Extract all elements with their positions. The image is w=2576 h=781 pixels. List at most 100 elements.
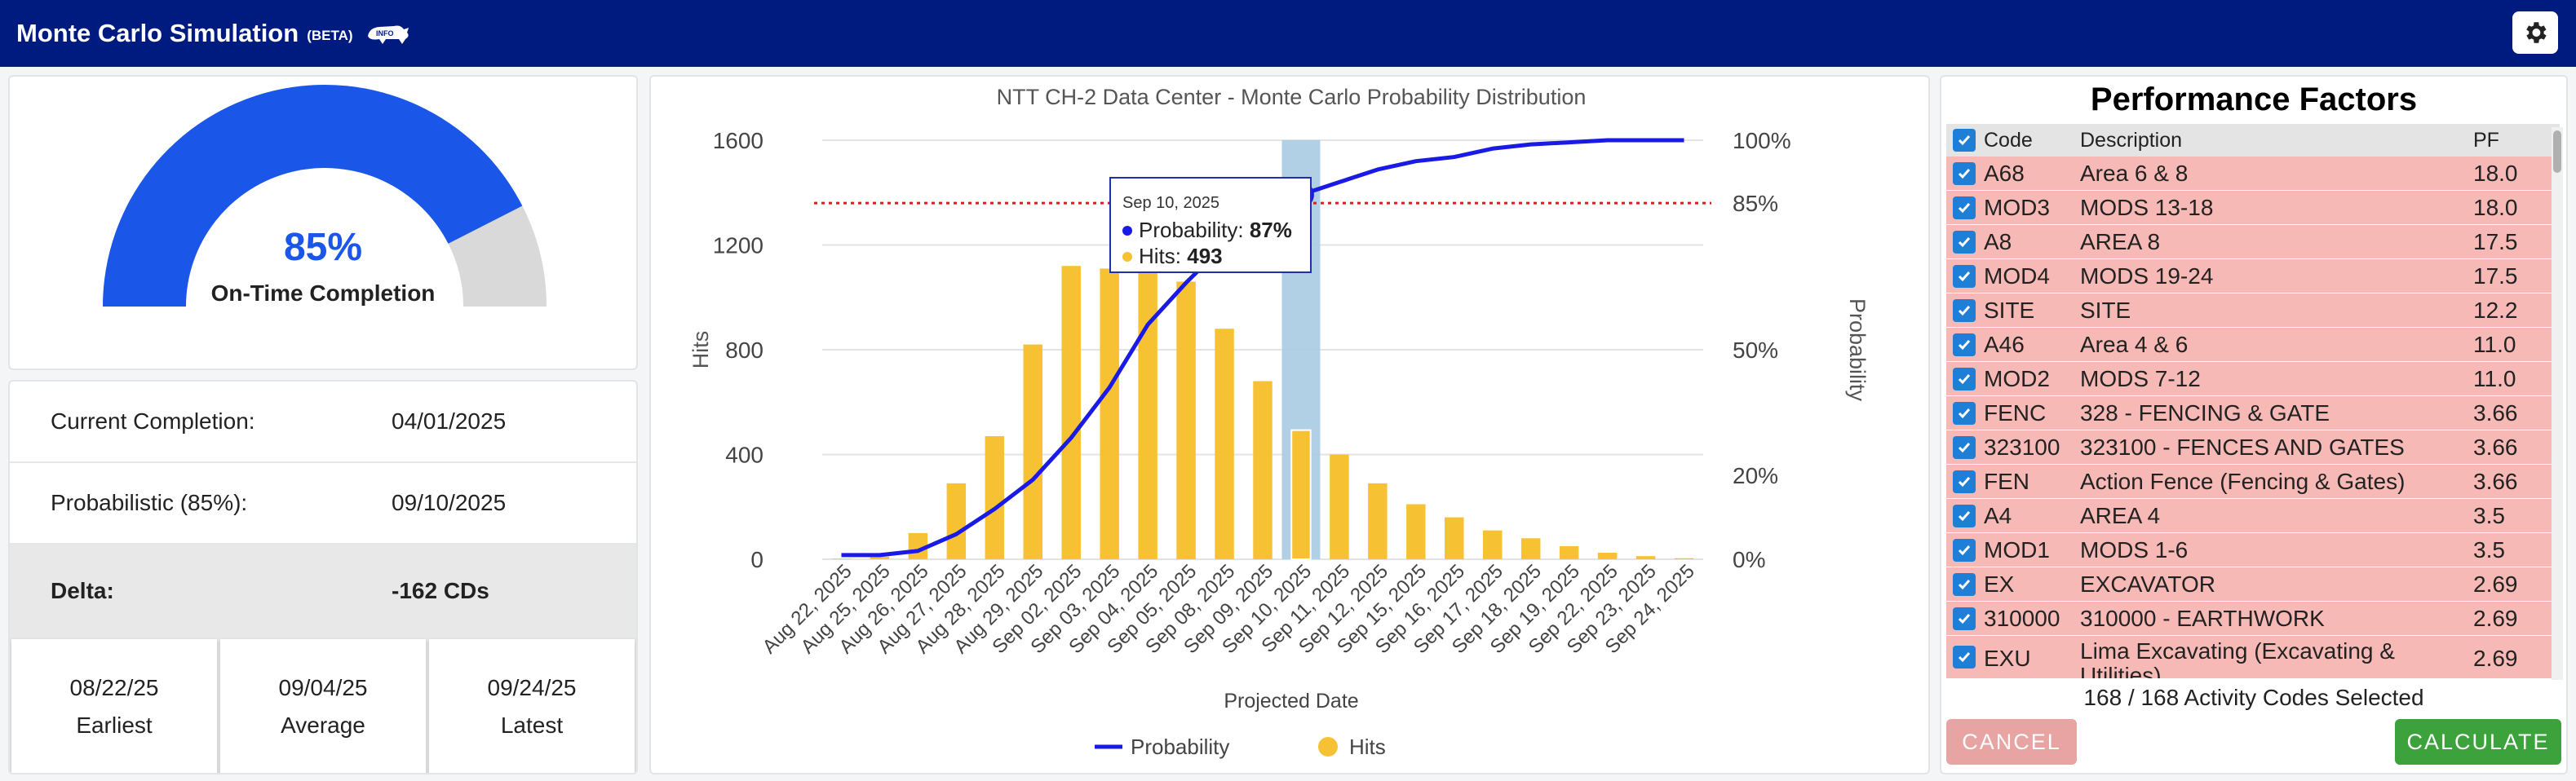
hits-bar[interactable] xyxy=(1406,504,1426,559)
table-row[interactable]: FEN Action Fence (Fencing & Gates) 3.66 xyxy=(1946,465,2560,499)
row-code: MOD3 xyxy=(1984,194,2050,220)
hits-bar[interactable] xyxy=(1330,454,1349,560)
row-code: MOD4 xyxy=(1984,263,2050,289)
hits-bar[interactable] xyxy=(1445,517,1464,559)
performance-factors-panel: Performance Factors Code Description PF … xyxy=(1940,75,2568,774)
row-description: MODS 19-24 xyxy=(2080,263,2214,289)
row-code: MOD1 xyxy=(1984,536,2050,563)
row-checkbox[interactable] xyxy=(1953,401,1976,425)
tooltip-hits: Hits: 493 xyxy=(1139,244,1223,268)
hits-bar[interactable] xyxy=(831,558,852,559)
hits-bar[interactable] xyxy=(1635,556,1656,559)
legend-probability-label[interactable]: Probability xyxy=(1131,735,1229,759)
hits-bar[interactable] xyxy=(1176,281,1196,559)
row-pf: 11.0 xyxy=(2473,365,2516,391)
table-row[interactable]: MOD4 MODS 19-24 17.5 xyxy=(1946,259,2560,293)
tooltip-hits-dot xyxy=(1122,252,1132,262)
description-header[interactable]: Description xyxy=(2080,128,2183,152)
hits-bar[interactable] xyxy=(1674,558,1694,559)
table-header: Code Description PF xyxy=(1946,124,2560,157)
hits-bar[interactable] xyxy=(870,556,890,559)
pf-header[interactable]: PF xyxy=(2473,128,2499,152)
table-scrollbar[interactable] xyxy=(2552,127,2563,680)
hits-bar[interactable] xyxy=(1100,268,1119,559)
hits-bar[interactable] xyxy=(1290,429,1312,560)
hits-bar[interactable] xyxy=(1253,381,1273,559)
probabilistic-label: Probabilistic (85%): xyxy=(51,490,248,515)
row-description: MODS 13-18 xyxy=(2080,194,2214,220)
hits-bar[interactable] xyxy=(1215,329,1234,559)
code-header[interactable]: Code xyxy=(1984,128,2033,152)
y2-tick-label: 100% xyxy=(1733,128,1791,153)
hits-bar[interactable] xyxy=(1559,545,1579,559)
y-axis-label: Hits xyxy=(688,331,713,369)
y-tick-label: 1200 xyxy=(713,233,764,258)
table-row[interactable]: EX EXCAVATOR 2.69 xyxy=(1946,567,2560,602)
tooltip-box xyxy=(1109,177,1312,273)
hits-bar[interactable] xyxy=(1483,530,1503,559)
table-row[interactable]: A46 Area 4 & 6 11.0 xyxy=(1946,328,2560,362)
row-checkbox[interactable] xyxy=(1953,367,1976,390)
row-code: 323100 xyxy=(1984,434,2060,460)
average-card: 09/04/25 Average xyxy=(220,639,426,773)
row-checkbox[interactable] xyxy=(1953,607,1976,630)
table-row[interactable]: A8 AREA 8 17.5 xyxy=(1946,225,2560,259)
row-checkbox[interactable] xyxy=(1953,298,1976,322)
row-checkbox[interactable] xyxy=(1953,646,1976,668)
hits-bar[interactable] xyxy=(1520,538,1541,559)
hits-bar[interactable] xyxy=(985,436,1005,559)
table-row[interactable]: MOD2 MODS 7-12 11.0 xyxy=(1946,362,2560,396)
hits-bar[interactable] xyxy=(1138,266,1157,559)
y2-tick-label: 20% xyxy=(1733,463,1778,488)
average-date: 09/04/25 xyxy=(278,675,368,700)
row-code: FENC xyxy=(1984,399,2047,426)
hits-bar[interactable] xyxy=(1597,552,1618,559)
row-checkbox[interactable] xyxy=(1953,264,1976,288)
hits-bar[interactable] xyxy=(1368,483,1388,559)
chart-title: NTT CH-2 Data Center - Monte Carlo Proba… xyxy=(997,85,1587,109)
row-checkbox[interactable] xyxy=(1953,504,1976,527)
select-all-checkbox[interactable] xyxy=(1953,129,1976,152)
row-checkbox[interactable] xyxy=(1953,538,1976,562)
table-row[interactable]: 323100 323100 - FENCES AND GATES 3.66 xyxy=(1946,430,2560,465)
row-checkbox[interactable] xyxy=(1953,161,1976,185)
row-checkbox[interactable] xyxy=(1953,196,1976,219)
calculate-button[interactable]: CALCULATE xyxy=(2395,719,2561,765)
table-row[interactable]: MOD1 MODS 1-6 3.5 xyxy=(1946,533,2560,567)
app-header: Monte Carlo Simulation (BETA) INFO xyxy=(0,0,2576,67)
row-checkbox[interactable] xyxy=(1953,572,1976,596)
table-row[interactable]: A4 AREA 4 3.5 xyxy=(1946,499,2560,533)
app-title: Monte Carlo Simulation xyxy=(16,19,299,47)
scrollbar-thumb[interactable] xyxy=(2553,130,2561,173)
table-row[interactable]: SITE SITE 12.2 xyxy=(1946,293,2560,328)
row-checkbox[interactable] xyxy=(1953,470,1976,493)
legend-hits-label[interactable]: Hits xyxy=(1349,735,1386,759)
info-rhino-icon[interactable]: INFO xyxy=(365,21,412,46)
row-checkbox[interactable] xyxy=(1953,435,1976,459)
row-code: A46 xyxy=(1984,331,2025,357)
table-row[interactable]: 310000 310000 - EARTHWORK 2.69 xyxy=(1946,602,2560,636)
row-pf: 2.69 xyxy=(2473,605,2518,631)
row-description: Area 4 & 6 xyxy=(2080,331,2189,357)
hits-bar[interactable] xyxy=(1023,344,1042,559)
table-row[interactable]: A68 Area 6 & 8 18.0 xyxy=(1946,157,2560,191)
row-checkbox[interactable] xyxy=(1953,230,1976,254)
settings-button[interactable] xyxy=(2512,11,2558,54)
gear-icon xyxy=(2526,22,2547,43)
row-checkbox[interactable] xyxy=(1953,333,1976,356)
hits-bar[interactable] xyxy=(1061,266,1081,559)
earliest-card: 08/22/25 Earliest xyxy=(11,639,217,773)
y2-tick-label: 50% xyxy=(1733,338,1778,363)
table-row[interactable]: MOD3 MODS 13-18 18.0 xyxy=(1946,191,2560,225)
row-pf: 3.66 xyxy=(2473,468,2518,494)
row-pf: 3.5 xyxy=(2473,536,2505,563)
table-row[interactable]: FENC 328 - FENCING & GATE 3.66 xyxy=(1946,396,2560,430)
row-code: A4 xyxy=(1984,502,2012,528)
cancel-button[interactable]: CANCEL xyxy=(1946,719,2077,765)
table-row[interactable]: EXU Lima Excavating (Excavating & Utiliti… xyxy=(1946,636,2560,678)
current-completion-value: 04/01/2025 xyxy=(392,408,507,434)
legend-hits-swatch xyxy=(1318,737,1338,757)
hits-bar[interactable] xyxy=(946,483,967,559)
y-tick-label: 400 xyxy=(725,443,764,468)
row-pf: 2.69 xyxy=(2473,571,2518,597)
